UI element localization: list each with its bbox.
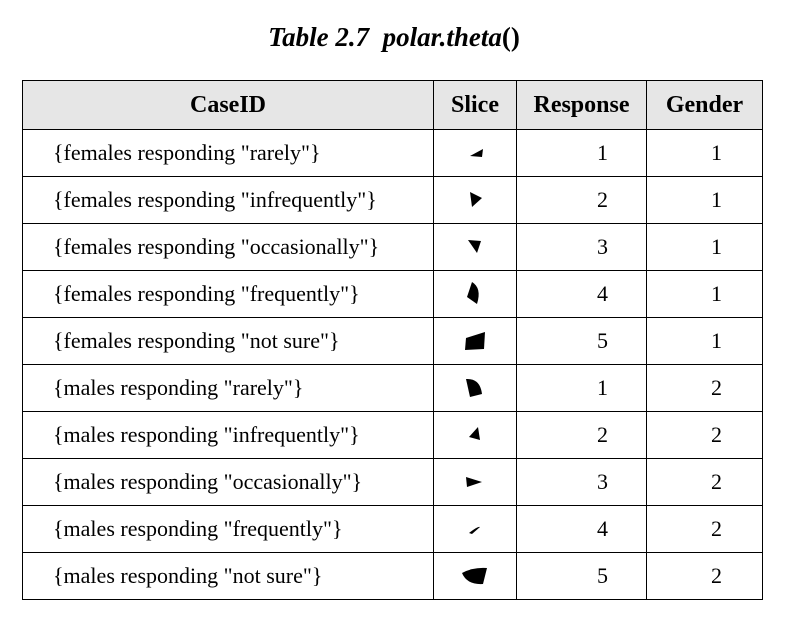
table-row: {males responding "occasionally"} 3 2: [22, 458, 763, 506]
cell-slice: [433, 223, 517, 271]
table-row: {females responding "not sure"} 5 1: [22, 317, 763, 365]
table-row: {females responding "occasionally"} 3 1: [22, 223, 763, 271]
cell-slice: [433, 505, 517, 553]
cell-gender: 1: [646, 223, 763, 271]
wedge-slice-icon: [468, 240, 481, 253]
cell-gender: 1: [646, 270, 763, 318]
table-row: {males responding "infrequently"} 2 2: [22, 411, 763, 459]
caption-parens: (): [501, 22, 520, 52]
cell-slice: [433, 458, 517, 506]
wedge-slice-icon: [466, 378, 482, 397]
cell-caseid: {males responding "frequently"}: [22, 505, 434, 553]
cell-caseid: {females responding "frequently"}: [22, 270, 434, 318]
cell-slice: [433, 176, 517, 224]
wedge-slice-icon: [467, 282, 479, 304]
header-slice: Slice: [433, 80, 517, 130]
cell-caseid: {males responding "occasionally"}: [22, 458, 434, 506]
cell-slice: [433, 364, 517, 412]
cell-gender: 2: [646, 505, 763, 553]
cell-slice: [433, 317, 517, 365]
wedge-slice-icon: [469, 526, 480, 534]
header-row: CaseID Slice Response Gender: [22, 80, 763, 130]
table-row: {females responding "rarely"} 1 1: [22, 129, 763, 177]
cell-caseid: {females responding "rarely"}: [22, 129, 434, 177]
cell-response: 5: [516, 317, 647, 365]
wedge-slice-icon: [470, 192, 482, 207]
cell-gender: 1: [646, 176, 763, 224]
wedge-slice-icon: [462, 567, 487, 585]
cell-response: 2: [516, 411, 647, 459]
cell-response: 3: [516, 458, 647, 506]
table-row: {males responding "frequently"} 4 2: [22, 505, 763, 553]
cell-caseid: {males responding "not sure"}: [22, 552, 434, 600]
table-row: {males responding "rarely"} 1 2: [22, 364, 763, 412]
cell-response: 4: [516, 270, 647, 318]
table-row: {females responding "frequently"} 4 1: [22, 270, 763, 318]
caption-function: polar.theta: [382, 22, 502, 52]
header-gender: Gender: [646, 80, 763, 130]
header-response: Response: [516, 80, 647, 130]
cell-slice: [433, 129, 517, 177]
cell-gender: 2: [646, 458, 763, 506]
caption-label: Table 2.7: [268, 22, 370, 52]
cell-slice: [433, 411, 517, 459]
cell-caseid: {males responding "infrequently"}: [22, 411, 434, 459]
cell-response: 5: [516, 552, 647, 600]
wedge-slice-icon: [466, 477, 482, 487]
table-row: {males responding "not sure"} 5 2: [22, 552, 763, 600]
cell-caseid: {females responding "not sure"}: [22, 317, 434, 365]
table-caption: Table 2.7 polar.theta(): [0, 22, 788, 53]
cell-response: 1: [516, 364, 647, 412]
cell-caseid: {males responding "rarely"}: [22, 364, 434, 412]
cell-gender: 2: [646, 364, 763, 412]
cell-caseid: {females responding "infrequently"}: [22, 176, 434, 224]
cell-response: 1: [516, 129, 647, 177]
cell-response: 4: [516, 505, 647, 553]
cell-slice: [433, 552, 517, 600]
cell-gender: 2: [646, 552, 763, 600]
cell-slice: [433, 270, 517, 318]
header-caseid: CaseID: [22, 80, 434, 130]
cell-gender: 1: [646, 129, 763, 177]
table-row: {females responding "infrequently"} 2 1: [22, 176, 763, 224]
polar-theta-table: CaseID Slice Response Gender {females re…: [22, 80, 763, 600]
cell-caseid: {females responding "occasionally"}: [22, 223, 434, 271]
cell-gender: 1: [646, 317, 763, 365]
cell-response: 2: [516, 176, 647, 224]
cell-gender: 2: [646, 411, 763, 459]
cell-response: 3: [516, 223, 647, 271]
wedge-slice-icon: [465, 332, 485, 350]
wedge-slice-icon: [470, 149, 483, 157]
wedge-slice-icon: [469, 427, 480, 440]
